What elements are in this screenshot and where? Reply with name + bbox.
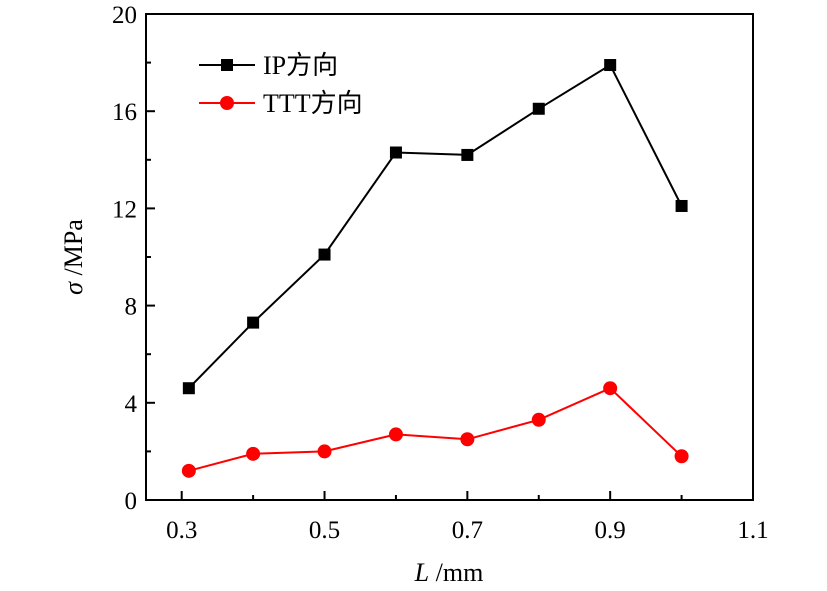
axis-ticks: [146, 13, 754, 501]
axis-tick-labels: 0 4 8 12 16 20 0.3 0.5 0.7 0.9 1.1: [112, 2, 769, 544]
data-point: [389, 146, 402, 159]
x-axis-title: L /mm: [414, 558, 484, 587]
data-point: [182, 382, 195, 395]
series-2: [181, 381, 689, 478]
data-point: [181, 463, 196, 478]
y-axis-unit: /MPa: [59, 219, 88, 282]
series-layer: [181, 59, 689, 478]
y-tick-label: 20: [112, 2, 137, 29]
data-point: [317, 444, 332, 459]
y-tick-label: 12: [112, 196, 137, 223]
x-tick-label: 1.1: [737, 517, 768, 544]
plot-frame: [145, 13, 754, 501]
data-point: [460, 432, 475, 447]
x-tick-label: 0.3: [166, 517, 197, 544]
data-point: [318, 248, 331, 261]
y-tick-label: 0: [125, 488, 138, 515]
legend-label: TTT方向: [263, 89, 363, 118]
x-tick-label: 0.9: [595, 517, 626, 544]
legend-entry: IP方向: [199, 51, 338, 80]
data-point: [388, 427, 403, 442]
y-axis-title: σ /MPa: [59, 219, 88, 295]
data-point: [675, 199, 688, 212]
x-tick-label: 0.5: [309, 517, 340, 544]
x-axis-variable: L: [414, 558, 429, 587]
legend-entry: TTT方向: [199, 89, 363, 118]
y-tick-label: 4: [125, 391, 138, 418]
data-point: [604, 59, 617, 72]
legend-marker: [221, 59, 233, 71]
series-1: [182, 59, 688, 395]
y-tick-label: 8: [125, 294, 138, 321]
legend-label: IP方向: [263, 51, 338, 80]
series-line: [188, 63, 683, 389]
data-point: [532, 102, 545, 115]
y-tick-label: 16: [112, 99, 137, 126]
x-axis-unit: /mm: [429, 558, 483, 587]
data-point: [247, 316, 260, 329]
y-axis-variable: σ: [59, 281, 88, 295]
legend-marker: [220, 96, 234, 110]
data-point: [531, 412, 546, 427]
legend: IP方向 TTT方向: [199, 51, 363, 118]
data-point: [603, 381, 618, 396]
x-tick-label: 0.7: [452, 517, 483, 544]
data-point: [246, 446, 261, 461]
data-point: [461, 148, 474, 161]
data-point: [674, 449, 689, 464]
series-line: [188, 387, 683, 472]
